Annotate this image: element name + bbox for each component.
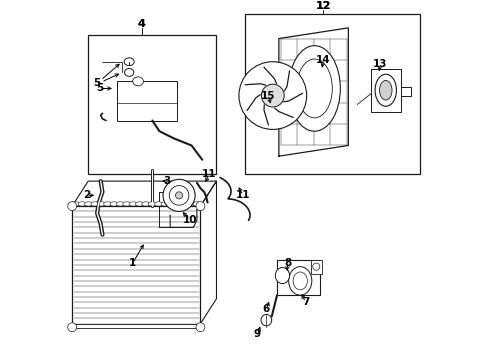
Text: 9: 9 [254, 329, 261, 339]
Ellipse shape [289, 46, 341, 131]
Ellipse shape [78, 202, 86, 206]
Ellipse shape [275, 267, 290, 284]
Ellipse shape [136, 202, 144, 206]
Bar [245, 14, 419, 174]
Ellipse shape [98, 202, 105, 206]
Ellipse shape [193, 202, 201, 206]
Text: 10: 10 [182, 215, 197, 225]
Ellipse shape [196, 323, 205, 332]
Ellipse shape [163, 179, 195, 211]
Ellipse shape [296, 59, 332, 118]
Bar [117, 81, 177, 121]
Ellipse shape [187, 202, 195, 206]
Text: 12: 12 [316, 1, 331, 12]
Ellipse shape [148, 202, 156, 206]
Ellipse shape [239, 62, 307, 130]
Text: 2: 2 [83, 190, 90, 201]
Ellipse shape [68, 323, 76, 332]
Ellipse shape [261, 84, 284, 107]
Ellipse shape [72, 202, 80, 206]
Ellipse shape [124, 58, 134, 66]
Text: 4: 4 [138, 19, 146, 29]
Bar [371, 69, 401, 112]
Text: 8: 8 [284, 258, 292, 268]
Text: 1: 1 [129, 258, 136, 268]
Ellipse shape [123, 202, 131, 206]
Ellipse shape [117, 202, 124, 206]
Text: 15: 15 [261, 91, 275, 100]
Ellipse shape [142, 202, 150, 206]
Ellipse shape [85, 202, 93, 206]
Text: 3: 3 [163, 176, 170, 186]
Ellipse shape [375, 74, 396, 106]
Ellipse shape [174, 202, 182, 206]
Ellipse shape [380, 80, 392, 100]
Text: 6: 6 [263, 305, 270, 314]
Bar [277, 260, 320, 295]
Ellipse shape [169, 185, 189, 205]
Ellipse shape [68, 202, 76, 211]
Ellipse shape [261, 314, 272, 326]
Ellipse shape [124, 68, 134, 76]
Text: 13: 13 [373, 59, 388, 68]
Ellipse shape [155, 202, 163, 206]
Ellipse shape [175, 192, 183, 199]
Text: 11: 11 [202, 169, 217, 179]
Ellipse shape [129, 202, 137, 206]
Bar [88, 35, 217, 174]
Ellipse shape [110, 202, 118, 206]
Ellipse shape [289, 267, 312, 295]
Text: 12: 12 [316, 1, 331, 12]
Text: 5: 5 [94, 78, 101, 88]
Ellipse shape [91, 202, 99, 206]
Text: 11: 11 [236, 190, 250, 201]
Ellipse shape [196, 202, 205, 211]
Bar [311, 260, 321, 274]
Text: 5: 5 [96, 84, 103, 94]
Text: 14: 14 [316, 55, 331, 65]
Text: 7: 7 [302, 297, 309, 307]
Ellipse shape [133, 77, 144, 86]
Ellipse shape [293, 272, 307, 290]
Ellipse shape [313, 263, 320, 270]
Ellipse shape [168, 202, 175, 206]
Text: 4: 4 [138, 19, 146, 29]
Bar [72, 324, 200, 328]
Ellipse shape [104, 202, 112, 206]
Ellipse shape [180, 202, 188, 206]
Ellipse shape [161, 202, 169, 206]
